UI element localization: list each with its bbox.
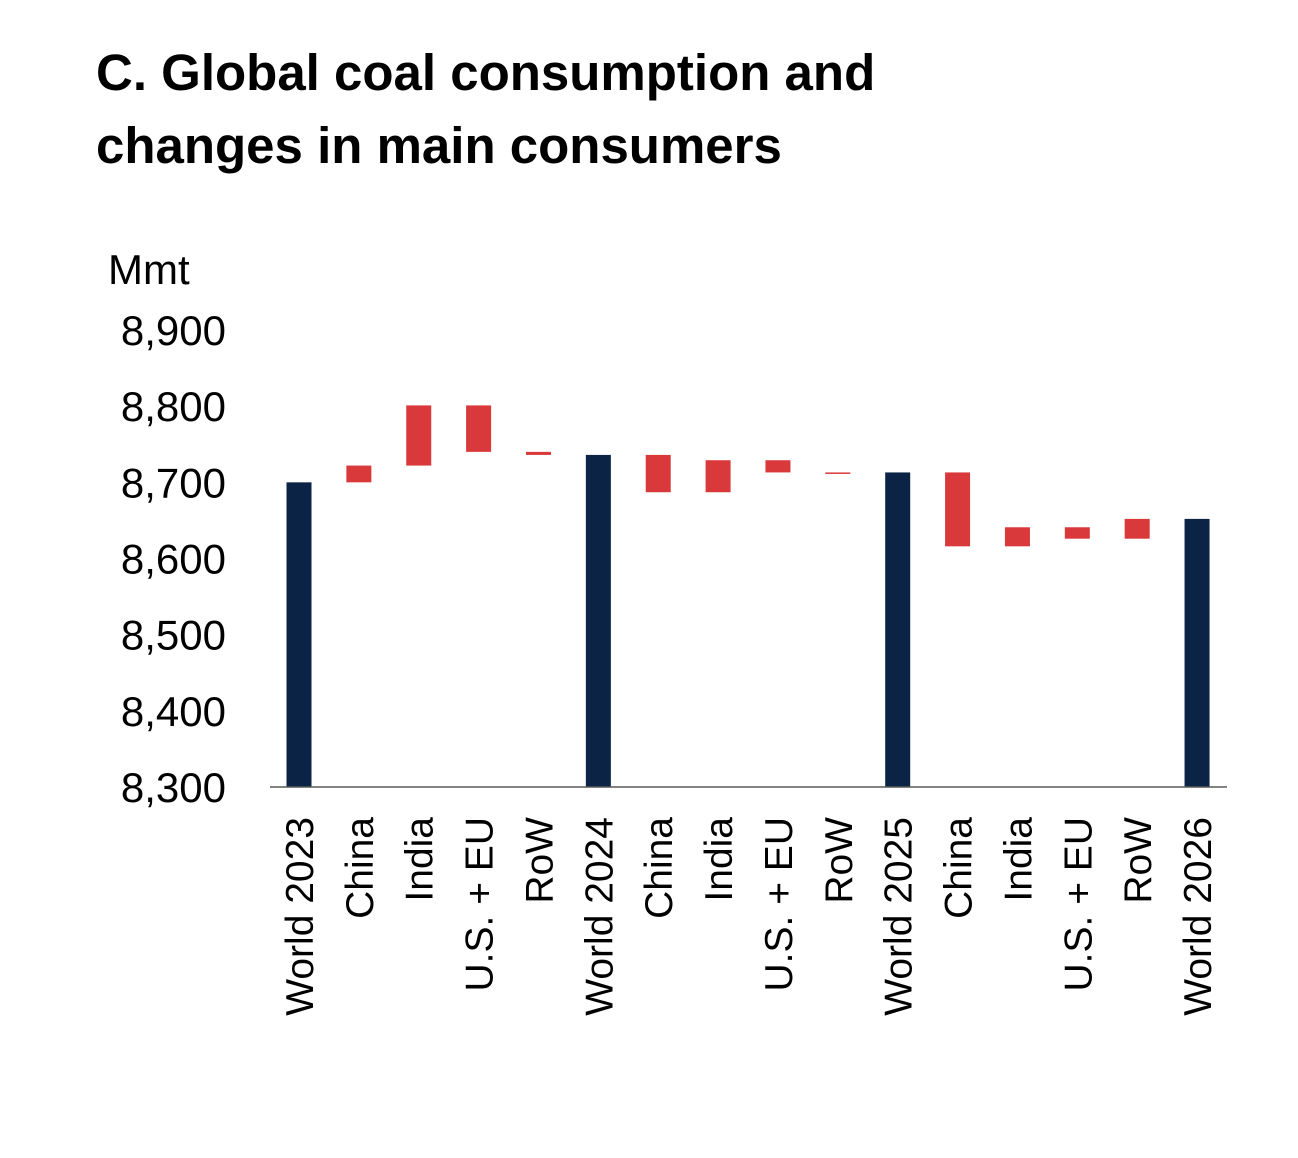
- y-tick-label: 8,700: [121, 459, 226, 506]
- y-axis-ticks: 8,300 8,400 8,500 8,600 8,700 8,800 8,900: [121, 307, 226, 811]
- x-tick-label: World 2024: [578, 817, 621, 1016]
- change-bar: [525, 451, 551, 455]
- change-bar: [1004, 527, 1030, 547]
- change-bar: [705, 460, 731, 493]
- y-tick-label: 8,400: [121, 688, 226, 735]
- y-tick-label: 8,600: [121, 536, 226, 583]
- y-tick-label: 8,900: [121, 307, 226, 354]
- x-tick-label: China: [638, 817, 681, 919]
- y-tick-label: 8,300: [121, 764, 226, 811]
- change-bar: [945, 472, 971, 547]
- x-tick-label: India: [698, 817, 741, 902]
- change-bar: [406, 405, 432, 466]
- y-tick-label: 8,800: [121, 383, 226, 430]
- x-axis-labels: World 2023 China India U.S. + EU RoW World 20…: [279, 817, 1220, 1016]
- y-axis-unit-label: Mmt: [108, 246, 190, 293]
- x-tick-label: RoW: [518, 817, 561, 904]
- change-bar: [825, 472, 851, 474]
- x-tick-label: India: [399, 817, 442, 902]
- x-tick-label: RoW: [1117, 817, 1160, 904]
- x-tick-label: India: [997, 817, 1040, 902]
- x-tick-label: RoW: [818, 817, 861, 904]
- x-tick-label: U.S. + EU: [758, 817, 801, 991]
- total-bar: [286, 482, 312, 787]
- total-bar: [585, 454, 611, 787]
- x-tick-label: China: [339, 817, 382, 919]
- x-tick-label: U.S. + EU: [1057, 817, 1100, 991]
- change-bar: [1124, 518, 1150, 539]
- change-bar: [466, 405, 492, 452]
- x-tick-label: World 2026: [1177, 817, 1220, 1016]
- total-bar: [1184, 518, 1210, 787]
- x-tick-label: China: [938, 817, 981, 919]
- x-tick-label: World 2023: [279, 817, 322, 1016]
- x-tick-label: U.S. + EU: [459, 817, 502, 991]
- change-bar: [765, 460, 791, 473]
- change-bar: [1064, 527, 1090, 539]
- total-bar: [885, 472, 911, 787]
- change-bar: [645, 454, 671, 493]
- bars: [286, 405, 1210, 787]
- x-tick-label: World 2025: [878, 817, 921, 1016]
- chart-title: C. Global coal consumption and changes i…: [96, 44, 876, 174]
- y-tick-label: 8,500: [121, 612, 226, 659]
- change-bar: [346, 465, 372, 483]
